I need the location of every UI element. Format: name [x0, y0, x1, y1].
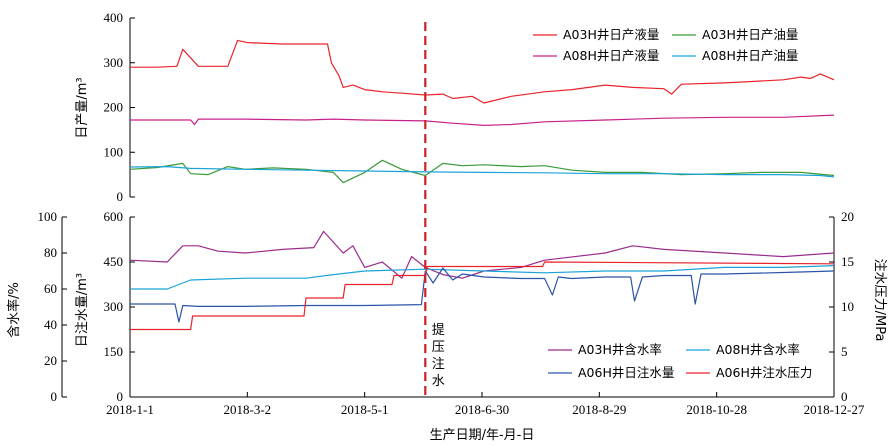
- top-y-tick-label: 400: [104, 10, 124, 25]
- x-tick-label: 2018-3-2: [223, 402, 271, 417]
- top-series-line: [129, 166, 835, 178]
- top-legend-label: A03H井日产油量: [702, 27, 798, 42]
- bottom-legend-label: A06H井注水压力: [716, 365, 812, 380]
- annotation-char: 注: [432, 357, 445, 372]
- top-y-tick-label: 300: [104, 55, 124, 70]
- top-legend-label: A08H井日产液量: [563, 48, 659, 63]
- inner-y-tick-label: 600: [104, 209, 124, 224]
- inner-y-tick-label: 450: [104, 254, 124, 269]
- top-series-line: [129, 159, 835, 184]
- bottom-series-line: [130, 267, 835, 323]
- x-tick-label: 2018-8-29: [572, 402, 626, 417]
- bottom-legend-label: A08H井含水率: [716, 342, 800, 357]
- bottom-legend-label: A06H井日注水量: [578, 365, 674, 380]
- top-y-axis-title: 日产量/m³: [75, 77, 90, 138]
- top-series-line: [130, 39, 835, 104]
- right-y-tick-label: 5: [841, 344, 848, 359]
- x-tick-label: 2018-1-1: [106, 402, 154, 417]
- outer-y-tick-label: 80: [44, 245, 57, 260]
- bottom-series-line: [130, 261, 835, 331]
- x-tick-label: 2018-10-28: [686, 402, 747, 417]
- inner-y-tick-label: 150: [104, 344, 124, 359]
- top-y-tick-label: 100: [104, 144, 124, 159]
- annotation-char: 水: [432, 374, 445, 389]
- outer-y-axis-title: 含水率/%: [6, 282, 22, 338]
- top-series-line: [130, 114, 835, 127]
- x-tick-label: 2018-12-27: [804, 402, 865, 417]
- outer-y-tick-label: 100: [38, 209, 58, 224]
- x-axis-title: 生产日期/年-月-日: [430, 428, 535, 443]
- right-y-tick-label: 10: [841, 299, 854, 314]
- top-y-tick-label: 200: [104, 100, 124, 115]
- annotation-char: 压: [432, 340, 445, 355]
- inner-y-tick-label: 300: [104, 299, 124, 314]
- top-legend-label: A03H井日产液量: [563, 27, 659, 42]
- annotation-char: 提: [432, 322, 445, 338]
- x-tick-label: 2018-6-30: [455, 402, 509, 417]
- top-y-tick-label: 0: [117, 189, 124, 204]
- right-y-axis-title: 注水压力/MPa: [872, 259, 887, 342]
- outer-y-tick-label: 60: [44, 281, 57, 296]
- inner-y-tick-label: 0: [117, 389, 124, 404]
- outer-y-tick-label: 40: [44, 317, 57, 332]
- top-legend-label: A08H井日产油量: [702, 48, 798, 63]
- bottom-legend-label: A03H井含水率: [578, 342, 662, 357]
- outer-y-tick-label: 0: [51, 389, 58, 404]
- bottom-series-line: [129, 230, 835, 279]
- outer-y-tick-label: 20: [44, 353, 57, 368]
- right-y-tick-label: 15: [841, 254, 854, 269]
- right-y-tick-label: 20: [841, 209, 854, 224]
- x-tick-label: 2018-5-1: [341, 402, 389, 417]
- right-y-tick-label: 0: [841, 389, 848, 404]
- bottom-series-line: [130, 265, 835, 290]
- inner-y-axis-title: 日注水量/m³: [75, 273, 90, 347]
